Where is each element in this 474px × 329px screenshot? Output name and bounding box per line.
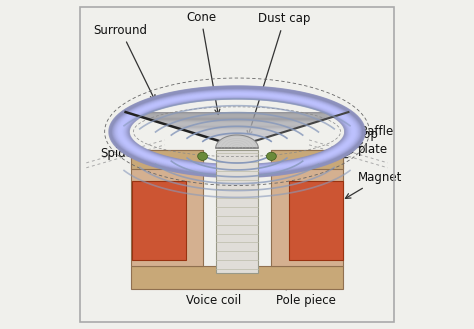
Polygon shape	[216, 135, 258, 148]
Ellipse shape	[266, 152, 276, 161]
Text: Cone: Cone	[186, 11, 220, 114]
Bar	[130, 150, 202, 266]
Text: Dust cap: Dust cap	[247, 12, 310, 136]
Polygon shape	[133, 114, 341, 115]
Polygon shape	[174, 127, 300, 128]
Polygon shape	[129, 113, 345, 114]
Polygon shape	[215, 139, 259, 141]
Polygon shape	[222, 142, 252, 143]
Polygon shape	[207, 137, 267, 139]
Bar	[272, 150, 344, 169]
Text: Voice coil: Voice coil	[186, 221, 242, 307]
Polygon shape	[166, 125, 308, 126]
Polygon shape	[185, 130, 289, 132]
Polygon shape	[178, 128, 296, 129]
Polygon shape	[189, 132, 285, 133]
Bar	[272, 150, 344, 266]
Polygon shape	[204, 136, 270, 137]
Polygon shape	[192, 133, 282, 134]
Bar	[132, 181, 186, 260]
Ellipse shape	[198, 152, 208, 161]
Polygon shape	[163, 124, 311, 125]
Polygon shape	[152, 120, 322, 121]
Text: Baffle: Baffle	[356, 125, 394, 147]
Text: Pole piece: Pole piece	[273, 283, 336, 307]
Text: Spider: Spider	[100, 146, 182, 160]
Polygon shape	[219, 141, 255, 142]
Bar	[216, 150, 258, 273]
Polygon shape	[126, 112, 348, 113]
Polygon shape	[144, 118, 330, 119]
Polygon shape	[226, 143, 248, 144]
Text: Magnet: Magnet	[346, 171, 402, 198]
Polygon shape	[140, 117, 334, 118]
Polygon shape	[196, 134, 278, 135]
Polygon shape	[229, 144, 245, 145]
Polygon shape	[148, 119, 326, 120]
Polygon shape	[137, 115, 337, 117]
Polygon shape	[159, 122, 315, 124]
Bar	[130, 150, 202, 169]
Bar	[130, 266, 344, 289]
Text: Top
plate: Top plate	[342, 128, 388, 158]
Polygon shape	[155, 121, 319, 122]
Text: Surround: Surround	[94, 24, 155, 100]
Polygon shape	[170, 126, 304, 127]
Bar	[290, 181, 344, 260]
Polygon shape	[200, 135, 274, 136]
Polygon shape	[233, 145, 241, 146]
Polygon shape	[182, 129, 292, 130]
